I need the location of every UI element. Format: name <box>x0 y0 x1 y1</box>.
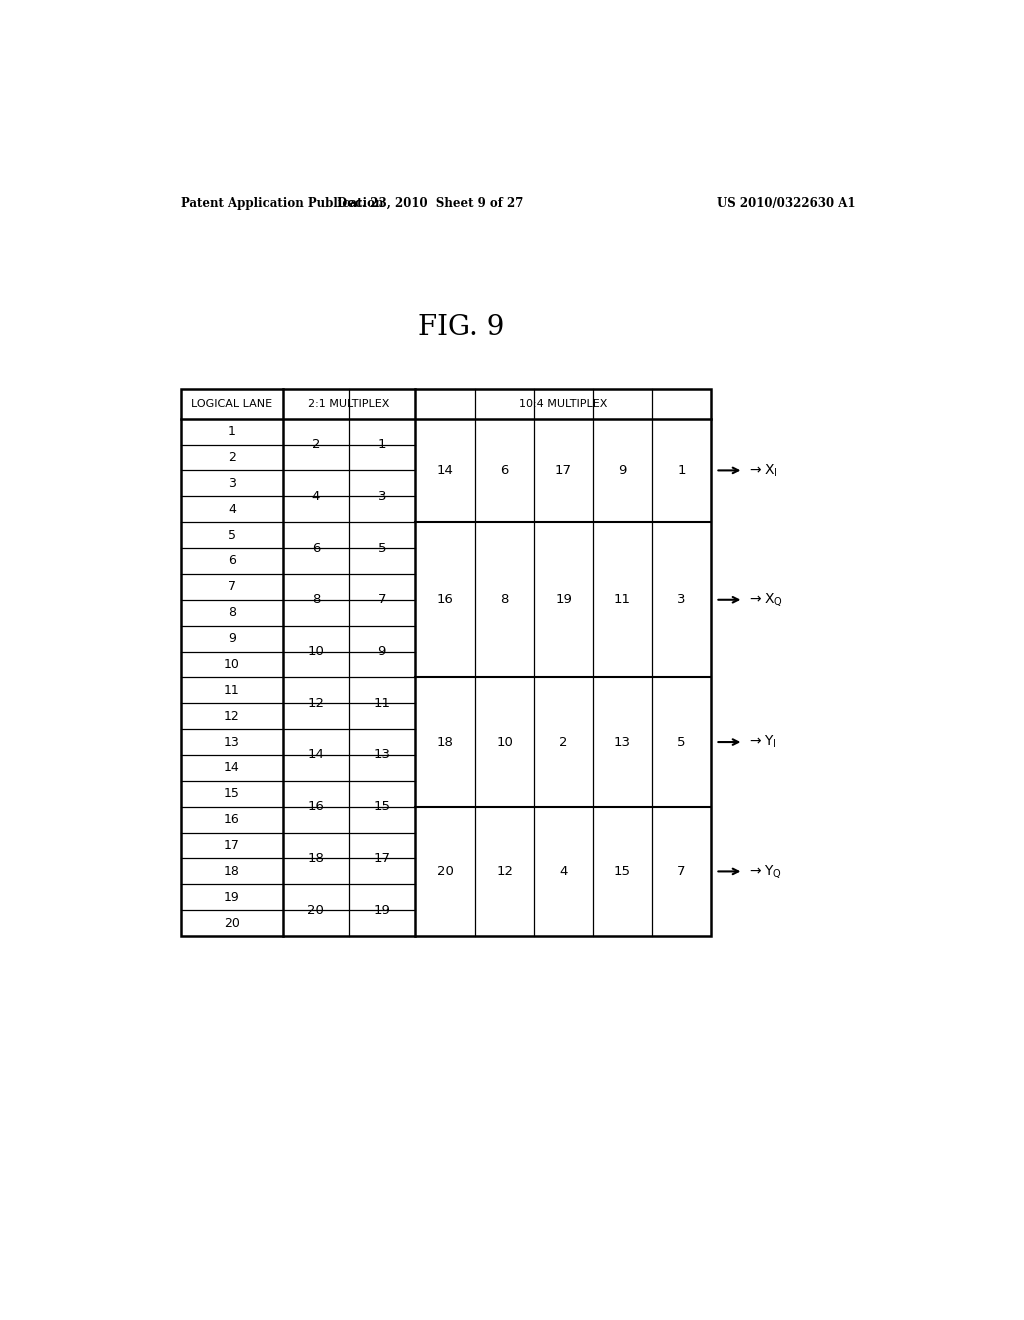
Text: Dec. 23, 2010  Sheet 9 of 27: Dec. 23, 2010 Sheet 9 of 27 <box>337 197 523 210</box>
Text: 18: 18 <box>224 865 240 878</box>
Text: 5: 5 <box>677 735 686 748</box>
Text: 3: 3 <box>378 490 386 503</box>
Text: Patent Application Publication: Patent Application Publication <box>180 197 383 210</box>
Text: 4: 4 <box>559 865 567 878</box>
Text: FIG. 9: FIG. 9 <box>418 314 505 342</box>
Text: 12: 12 <box>307 697 325 710</box>
Text: 2:1 MULTIPLEX: 2:1 MULTIPLEX <box>308 399 389 409</box>
Text: 8: 8 <box>228 606 236 619</box>
Text: $\rightarrow$X$_\mathrm{Q}$: $\rightarrow$X$_\mathrm{Q}$ <box>748 591 783 609</box>
Text: 16: 16 <box>224 813 240 826</box>
Text: 11: 11 <box>224 684 240 697</box>
Text: 3: 3 <box>228 477 236 490</box>
Text: 7: 7 <box>228 581 236 593</box>
Text: 12: 12 <box>224 710 240 722</box>
Text: 7: 7 <box>378 593 386 606</box>
Text: 5: 5 <box>378 541 386 554</box>
Text: $\rightarrow$Y$_\mathrm{Q}$: $\rightarrow$Y$_\mathrm{Q}$ <box>748 863 782 880</box>
Text: 8: 8 <box>501 593 509 606</box>
Text: 17: 17 <box>374 851 390 865</box>
Text: 12: 12 <box>497 865 513 878</box>
Text: 10:4 MULTIPLEX: 10:4 MULTIPLEX <box>518 399 607 409</box>
Text: 20: 20 <box>307 904 325 916</box>
Text: 11: 11 <box>614 593 631 606</box>
Text: 4: 4 <box>311 490 321 503</box>
Text: 19: 19 <box>555 593 572 606</box>
Text: 6: 6 <box>311 541 321 554</box>
Text: 18: 18 <box>436 735 454 748</box>
Text: 19: 19 <box>224 891 240 904</box>
Text: 18: 18 <box>307 851 325 865</box>
Text: 11: 11 <box>374 697 390 710</box>
Text: 17: 17 <box>555 463 572 477</box>
Text: 13: 13 <box>224 735 240 748</box>
Text: 13: 13 <box>614 735 631 748</box>
Text: 10: 10 <box>224 657 240 671</box>
Text: 2: 2 <box>559 735 567 748</box>
Text: 5: 5 <box>228 528 236 541</box>
Text: 17: 17 <box>224 840 240 851</box>
Text: 6: 6 <box>228 554 236 568</box>
Bar <box>180 389 711 936</box>
Text: 20: 20 <box>224 916 240 929</box>
Text: 1: 1 <box>677 463 686 477</box>
Text: 7: 7 <box>677 865 686 878</box>
Text: 14: 14 <box>307 748 325 762</box>
Text: 1: 1 <box>228 425 236 438</box>
Text: $\rightarrow$X$_\mathrm{I}$: $\rightarrow$X$_\mathrm{I}$ <box>748 462 778 479</box>
Text: 15: 15 <box>614 865 631 878</box>
Text: 15: 15 <box>224 787 240 800</box>
Text: 1: 1 <box>378 438 386 451</box>
Text: 9: 9 <box>228 632 236 645</box>
Text: US 2010/0322630 A1: US 2010/0322630 A1 <box>717 197 855 210</box>
Text: 6: 6 <box>501 463 509 477</box>
Text: 13: 13 <box>374 748 390 762</box>
Text: 16: 16 <box>307 800 325 813</box>
Text: 3: 3 <box>677 593 686 606</box>
Text: 15: 15 <box>374 800 390 813</box>
Text: LOGICAL LANE: LOGICAL LANE <box>191 399 272 409</box>
Text: 10: 10 <box>497 735 513 748</box>
Text: 2: 2 <box>228 451 236 463</box>
Text: 8: 8 <box>311 593 321 606</box>
Text: 9: 9 <box>378 645 386 657</box>
Text: 14: 14 <box>436 463 454 477</box>
Text: 19: 19 <box>374 904 390 916</box>
Text: 2: 2 <box>311 438 321 451</box>
Text: 10: 10 <box>307 645 325 657</box>
Text: 16: 16 <box>436 593 454 606</box>
Text: 20: 20 <box>436 865 454 878</box>
Text: 4: 4 <box>228 503 236 516</box>
Text: $\rightarrow$Y$_\mathrm{I}$: $\rightarrow$Y$_\mathrm{I}$ <box>748 734 777 750</box>
Text: 9: 9 <box>618 463 627 477</box>
Text: 14: 14 <box>224 762 240 775</box>
